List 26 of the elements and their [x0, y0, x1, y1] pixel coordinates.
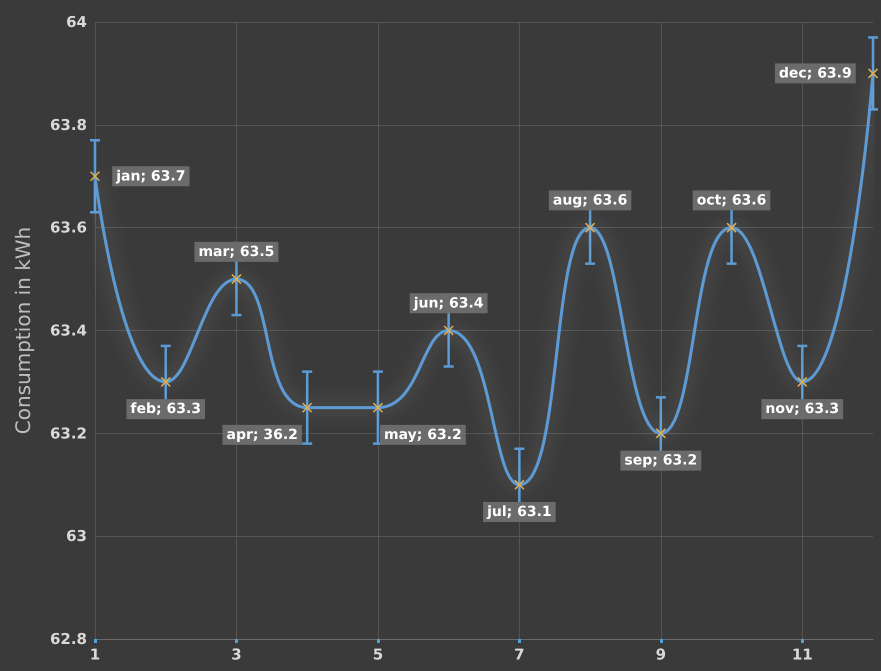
y-tick-label: 63.4: [50, 322, 87, 340]
x-tick-label: 11: [792, 646, 813, 664]
data-label: apr; 36.2: [226, 426, 298, 443]
data-label: sep; 63.2: [624, 452, 698, 469]
y-tick-label: 62.8: [50, 630, 87, 648]
data-label: aug; 63.6: [552, 192, 628, 208]
y-axis-title: Consumption in kWh: [11, 226, 35, 434]
y-tick-label: 64: [66, 13, 87, 31]
y-tick-label: 63.6: [50, 218, 87, 237]
data-label: nov; 63.3: [765, 401, 840, 418]
data-label: feb; 63.3: [130, 401, 202, 418]
data-label: jun; 63.4: [412, 295, 484, 312]
x-tick-label: 5: [372, 646, 384, 664]
x-tick-label: 1: [90, 646, 100, 664]
y-tick-label: 63.2: [50, 424, 87, 442]
data-label: mar; 63.5: [198, 244, 274, 260]
y-tick-label: 63.8: [50, 116, 87, 134]
y-tick-label: 63: [66, 527, 87, 546]
x-tick-label: 7: [514, 646, 525, 664]
data-label: dec; 63.9: [778, 65, 852, 82]
data-label: jul; 63.1: [486, 504, 552, 520]
data-label: may; 63.2: [384, 426, 462, 443]
data-label: oct; 63.6: [696, 192, 766, 208]
x-tick-label: 3: [231, 646, 242, 664]
data-label: jan; 63.7: [115, 168, 186, 184]
x-tick-label: 9: [656, 646, 666, 664]
